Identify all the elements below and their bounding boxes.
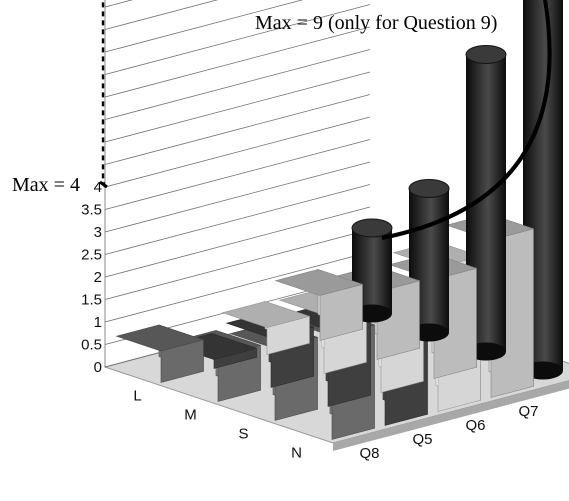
gridline [104, 0, 134, 8]
gridline [104, 71, 371, 143]
bar-l-q8 [115, 324, 205, 383]
max-high-bracket [101, 0, 107, 188]
gridline [104, 4, 371, 75]
y-tick-label: 0.5 [81, 337, 102, 354]
gridline [104, 139, 371, 210]
row-label-s: S [238, 426, 248, 443]
y-tick-label: 3.5 [81, 202, 102, 219]
gridline [104, 116, 371, 188]
row-label-n: N [291, 445, 302, 462]
chart-floor-edge [333, 380, 569, 451]
row-label-m: M [184, 407, 197, 424]
bars-layer [115, 0, 563, 440]
y-tick-label: 1.5 [81, 292, 102, 309]
max-low-annotation: Max = 4 [12, 174, 80, 196]
gridline [104, 206, 371, 278]
gridline [104, 0, 219, 30]
gridline [104, 26, 371, 98]
gridline [104, 184, 371, 255]
y-tick-label: 2.5 [81, 247, 102, 264]
annotation-layer: Max = 4 Max = 9 (only for Question 9) [12, 0, 552, 240]
gridline [104, 0, 304, 53]
max-high-annotation: Max = 9 (only for Question 9) [255, 12, 497, 34]
gridline [104, 229, 371, 300]
row-label-l: L [133, 388, 141, 405]
gridline [104, 251, 371, 323]
column-label-q7: Q7 [518, 403, 538, 420]
y-tick-label: 1 [94, 314, 102, 331]
column-label-q5: Q5 [412, 431, 432, 448]
gridline [104, 49, 371, 120]
column-label-q8: Q8 [359, 445, 379, 462]
y-tick-label: 0 [94, 359, 102, 376]
labels-layer: 00.511.522.533.54NSMLQ8Q5Q6Q7Q9 [81, 179, 538, 462]
trend-curve [381, 0, 552, 240]
bar-l-q7 [274, 269, 364, 341]
bar-l-q6 [221, 301, 311, 355]
gridline [104, 94, 371, 165]
column-label-q6: Q6 [465, 417, 485, 434]
y-tick-label: 2 [94, 269, 102, 286]
y-tick-label: 4 [94, 179, 102, 196]
gridline [104, 161, 371, 233]
y-tick-label: 3 [94, 224, 102, 241]
